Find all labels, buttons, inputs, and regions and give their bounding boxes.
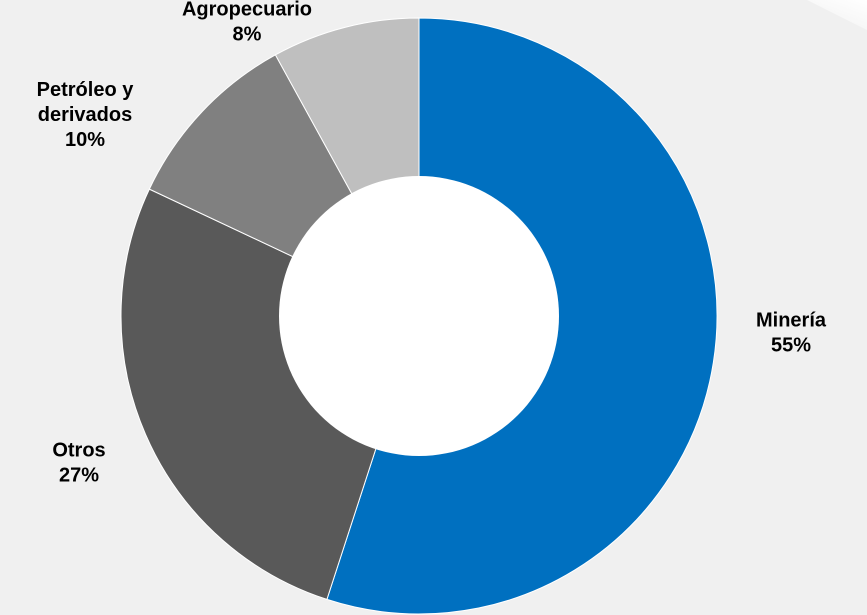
category-label: Otros: [52, 440, 105, 462]
label-mineria: Minería 55%: [756, 310, 827, 357]
label-petroleo-y-derivados: Petróleo y derivados 10%: [37, 79, 135, 151]
value-label: 27%: [59, 465, 99, 487]
label-otros: Otros 27%: [52, 440, 105, 487]
category-label: Petróleo y: [37, 79, 135, 101]
value-label: 10%: [65, 129, 105, 151]
value-label: 8%: [233, 24, 262, 46]
value-label: 55%: [771, 335, 811, 357]
category-label: Agropecuario: [182, 0, 312, 21]
category-label: Minería: [756, 310, 827, 332]
label-agropecuario: Agropecuario 8%: [182, 0, 312, 46]
category-label: derivados: [38, 104, 132, 126]
donut-hole: [279, 176, 559, 456]
slice-labels: Minería 55% Otros 27% Petróleo y derivados 10%…: [37, 0, 827, 487]
